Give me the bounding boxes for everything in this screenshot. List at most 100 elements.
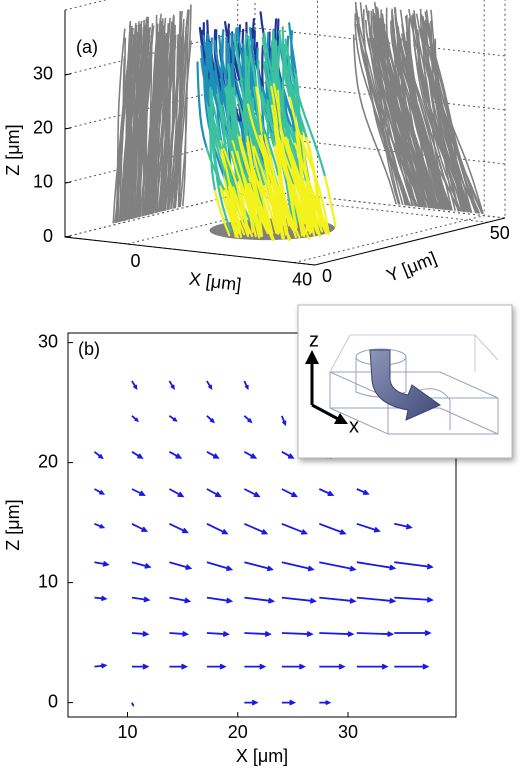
arrow xyxy=(244,522,269,535)
trajectory xyxy=(284,173,295,224)
trajectory xyxy=(293,142,311,190)
wall-projection xyxy=(352,34,397,205)
trajectory xyxy=(293,86,304,138)
arrow xyxy=(93,451,104,460)
y-tick-label: 0 xyxy=(48,691,58,711)
z-tick xyxy=(64,181,72,184)
trajectory xyxy=(208,106,223,152)
wall-projection xyxy=(126,39,140,221)
arrow xyxy=(169,663,189,670)
wall-projection xyxy=(170,22,182,210)
trajectory xyxy=(238,135,255,188)
arrow xyxy=(319,596,357,604)
trajectory xyxy=(263,32,276,86)
wall-projection xyxy=(115,28,126,223)
z-tick-label: 20 xyxy=(33,118,53,138)
inset-axes xyxy=(305,350,348,424)
arrow xyxy=(168,451,183,459)
y-tick-label: 20 xyxy=(38,451,58,471)
wall-projection xyxy=(158,23,170,213)
wall-projection xyxy=(424,11,483,215)
trajectory xyxy=(230,183,249,237)
trajectory xyxy=(281,52,291,99)
arrow xyxy=(206,561,234,572)
arrow xyxy=(356,663,389,670)
trajectory xyxy=(231,38,236,90)
box-edge xyxy=(64,0,506,218)
arrow xyxy=(319,631,355,638)
grid-line xyxy=(294,0,485,264)
trajectory xyxy=(246,103,263,150)
trajectory xyxy=(315,183,328,234)
trajectory xyxy=(302,143,321,191)
arrow xyxy=(206,380,213,390)
wall-projection xyxy=(144,14,158,216)
trajectory xyxy=(272,83,283,137)
trajectory xyxy=(269,191,284,240)
arrow xyxy=(131,663,150,670)
trajectory xyxy=(244,183,263,236)
trajectory xyxy=(276,186,290,241)
arrow xyxy=(206,522,229,535)
arrow xyxy=(318,522,347,535)
trajectory xyxy=(261,102,276,149)
trajectory xyxy=(229,192,237,238)
trajectory xyxy=(260,182,278,234)
arrow xyxy=(244,699,259,706)
trajectory xyxy=(211,137,222,188)
arrow xyxy=(356,522,381,533)
trajectory xyxy=(209,37,213,89)
inset-box xyxy=(329,334,499,435)
arrow xyxy=(94,522,106,529)
arrow xyxy=(243,451,258,459)
trajectory xyxy=(252,145,272,194)
z-axis-label: Z [μm] xyxy=(3,124,23,175)
trajectory xyxy=(209,92,222,143)
panel-b: 10 20 30 0 10 20 30 X [μm] Z [μm] (b) xyxy=(3,331,457,766)
arrow xyxy=(169,596,192,604)
arrow xyxy=(131,561,152,569)
trajectory xyxy=(324,175,337,228)
trajectory xyxy=(196,61,201,107)
z-tick-label: 10 xyxy=(33,172,53,192)
z-tick-label: 0 xyxy=(43,226,53,246)
arrow xyxy=(206,663,227,670)
arrow xyxy=(281,596,317,604)
arrow xyxy=(169,522,189,534)
arrow xyxy=(206,488,222,498)
trajectory xyxy=(209,145,217,192)
trajectory xyxy=(262,60,274,107)
arrow xyxy=(131,630,150,637)
arrow xyxy=(356,561,397,571)
trajectory xyxy=(286,35,293,86)
arrow xyxy=(94,560,110,567)
x-tick-label: 0 xyxy=(130,251,140,271)
trajectory xyxy=(280,134,292,189)
trajectory xyxy=(244,187,257,238)
trajectory xyxy=(287,182,298,230)
trajectory xyxy=(296,185,320,236)
arrow xyxy=(206,596,234,604)
trajectory xyxy=(206,101,212,148)
arrow xyxy=(168,380,175,390)
trajectory xyxy=(198,103,208,149)
trajectory xyxy=(284,136,304,188)
trajectory xyxy=(216,179,232,233)
trajectory xyxy=(274,192,285,240)
x-axis-label: X [μm] xyxy=(236,746,288,766)
trajectory xyxy=(231,86,241,139)
x-tick-label: 10 xyxy=(118,722,138,742)
wall-projection xyxy=(408,17,453,211)
arrow xyxy=(131,702,134,707)
arrow xyxy=(206,630,230,637)
trajectory xyxy=(230,150,247,196)
arrow xyxy=(318,488,335,497)
arrow xyxy=(244,596,276,604)
wall-projection xyxy=(119,55,130,222)
arrow xyxy=(281,451,295,459)
wall-projection xyxy=(167,34,179,210)
arrow xyxy=(244,561,274,572)
arrow xyxy=(244,663,267,670)
arrow xyxy=(243,488,261,498)
